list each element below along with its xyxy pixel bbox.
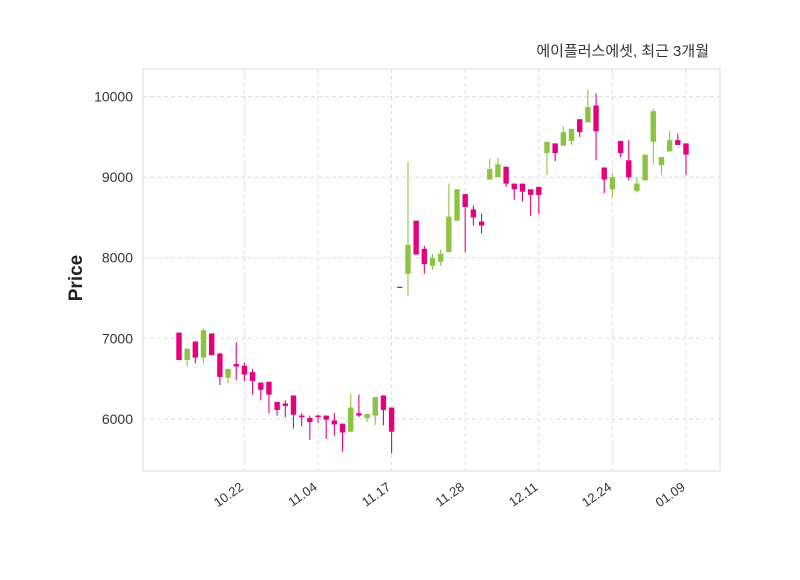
svg-text:12.11: 12.11 (506, 479, 540, 509)
svg-text:11.28: 11.28 (432, 479, 466, 509)
svg-text:10.22: 10.22 (211, 479, 246, 510)
svg-text:8000: 8000 (102, 250, 133, 266)
svg-text:11.04: 11.04 (285, 479, 319, 509)
svg-text:10000: 10000 (94, 89, 133, 105)
svg-text:12.24: 12.24 (579, 479, 614, 510)
svg-text:01.09: 01.09 (652, 479, 687, 510)
svg-text:11.17: 11.17 (359, 479, 393, 509)
svg-text:9000: 9000 (102, 169, 133, 185)
svg-text:7000: 7000 (102, 330, 133, 346)
svg-text:6000: 6000 (102, 411, 133, 427)
